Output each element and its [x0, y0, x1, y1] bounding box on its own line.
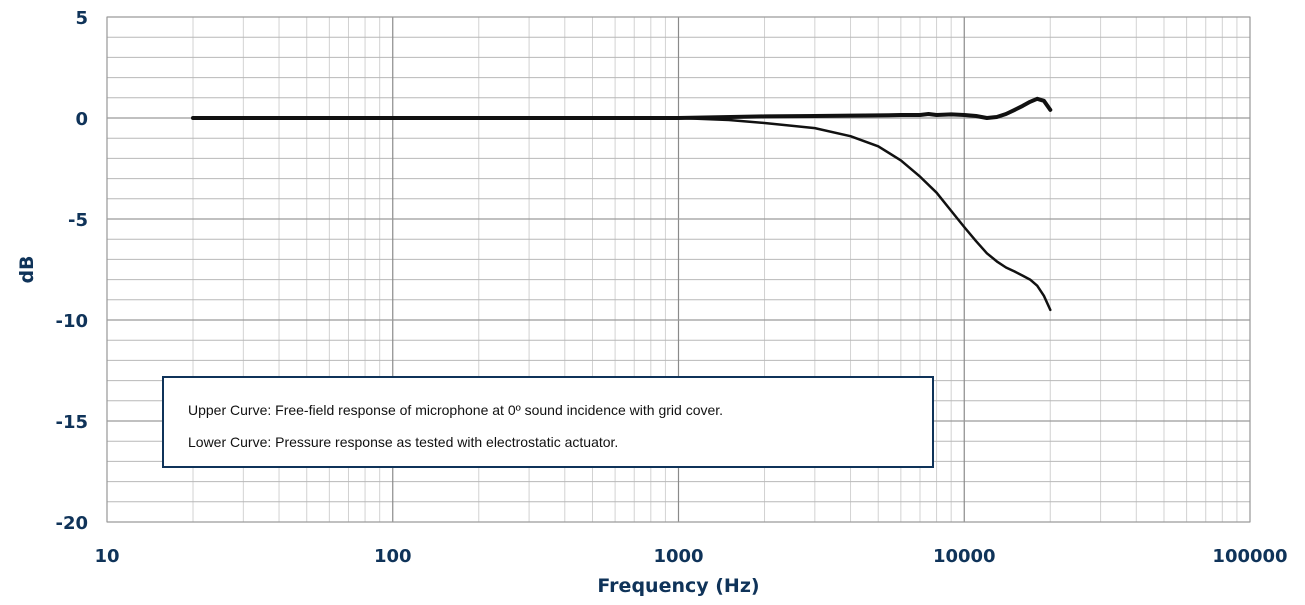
y-tick-label: 0: [75, 109, 88, 130]
annotation-box: Upper Curve: Free-field response of micr…: [162, 376, 934, 468]
annotation-lower-curve: Lower Curve: Pressure response as tested…: [188, 434, 619, 450]
y-tick-label: -15: [55, 412, 88, 433]
y-axis-title: dB: [16, 255, 38, 283]
lower-curve-line: [191, 116, 1052, 312]
y-tick-labels: 5 0 -5 -10 -15 -20: [55, 8, 88, 534]
x-tick-labels: 10 100 1000 10000 100000: [94, 546, 1287, 567]
x-tick-label: 1000: [653, 546, 703, 567]
x-tick-label: 100: [374, 546, 412, 567]
annotation-upper-curve: Upper Curve: Free-field response of micr…: [188, 402, 724, 418]
x-tick-label: 100000: [1212, 546, 1287, 567]
x-axis-title: Frequency (Hz): [597, 575, 759, 597]
x-tick-label: 10000: [933, 546, 996, 567]
y-tick-label: -20: [55, 513, 88, 534]
y-tick-label: -10: [55, 311, 88, 332]
upper-curve-line: [191, 96, 1053, 120]
plot-frame: [106, 16, 1251, 523]
series-layer: [191, 96, 1053, 312]
y-tick-label: 5: [75, 8, 88, 29]
x-tick-label: 10: [94, 546, 119, 567]
y-tick-label: -5: [68, 210, 88, 231]
